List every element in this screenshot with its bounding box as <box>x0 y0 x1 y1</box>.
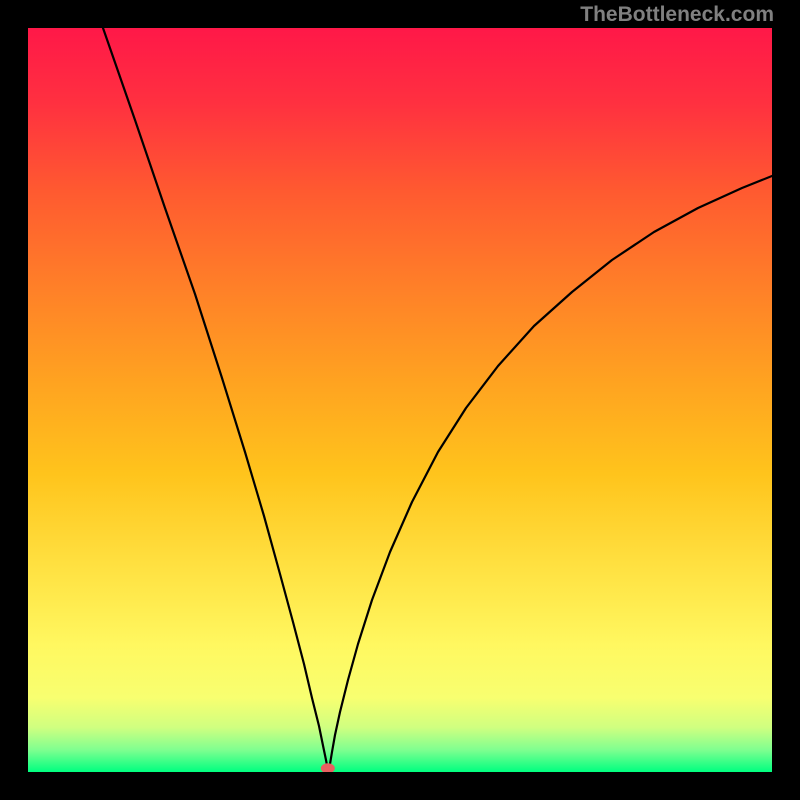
plot-area <box>28 28 772 772</box>
bottleneck-curve <box>28 28 772 772</box>
watermark-text: TheBottleneck.com <box>580 3 774 27</box>
minimum-marker <box>321 763 335 772</box>
figure-root: { "canvas": { "width": 800, "height": 80… <box>0 0 800 800</box>
